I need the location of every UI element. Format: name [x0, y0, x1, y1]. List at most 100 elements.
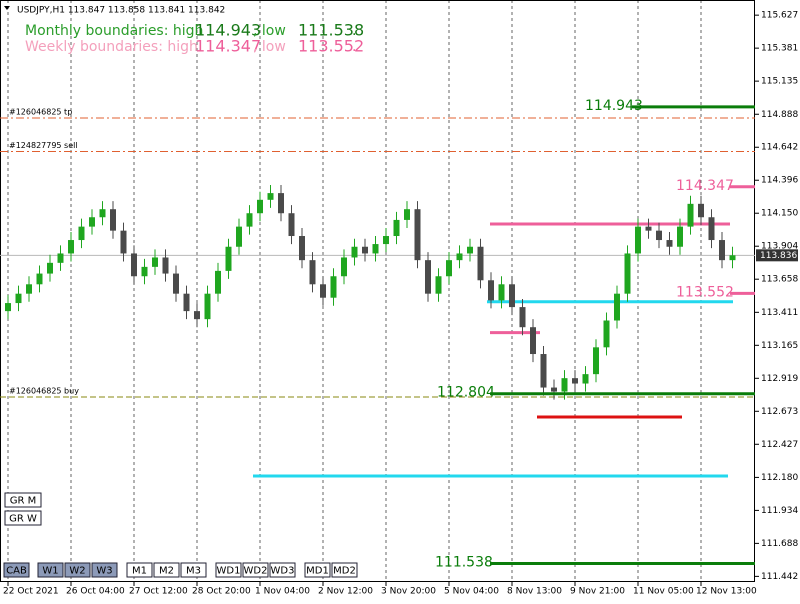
button[interactable]: W1: [37, 562, 64, 578]
candle-body: [425, 260, 431, 294]
candle-body: [551, 387, 557, 392]
candle-body: [372, 244, 379, 254]
candle-body: [509, 284, 515, 308]
boundary-label: 114.347: [676, 178, 734, 194]
candle-body: [351, 246, 358, 258]
candle-body: [141, 266, 148, 277]
candle-body: [194, 311, 200, 320]
candle-body: [267, 193, 274, 200]
button[interactable]: MD1: [304, 562, 331, 578]
button[interactable]: GR W: [4, 510, 42, 526]
boundary-label: 114.943: [585, 98, 643, 114]
candle-body: [36, 273, 43, 285]
candle-body: [257, 199, 263, 214]
candle-body: [687, 203, 694, 227]
header-high: 114.943: [195, 21, 261, 40]
y-tick-label: 114.888: [761, 110, 798, 120]
x-tick-label: 11 Nov 05:00: [633, 587, 694, 597]
header-label: Weekly boundaries: high: [25, 39, 198, 55]
x-tick-label: 3 Nov 20:00: [381, 587, 436, 597]
candle-body: [603, 320, 610, 348]
header-low: 113.552: [298, 37, 364, 56]
candle-body: [183, 293, 190, 312]
candle-body: [341, 257, 347, 277]
menu-arrow[interactable]: [4, 6, 10, 10]
button-label: M3: [186, 566, 201, 577]
y-tick-label: 111.688: [761, 539, 798, 549]
button[interactable]: W2: [64, 562, 91, 578]
button-bg: [304, 562, 331, 578]
candle-body: [393, 219, 400, 237]
button-bg: [215, 562, 242, 578]
y-tick-label: 111.442: [761, 572, 798, 582]
x-tick-label: 12 Nov 13:00: [696, 587, 757, 597]
candle-body: [656, 230, 662, 241]
y-tick-label: 113.165: [761, 341, 798, 351]
candle-body: [278, 193, 284, 214]
button-label: M1: [132, 566, 147, 577]
candle-body: [488, 280, 494, 301]
x-tick-label: 27 Oct 12:00: [129, 587, 188, 597]
button-label: GR W: [9, 514, 37, 525]
candle-body: [624, 253, 631, 294]
candle-body: [246, 213, 253, 227]
button-bg: [269, 562, 296, 578]
button[interactable]: CAB: [3, 562, 30, 578]
y-tick-label: 115.627: [761, 11, 798, 21]
candle-body: [614, 293, 620, 321]
button[interactable]: M2: [153, 562, 180, 578]
candle-body: [477, 246, 484, 281]
current-price-label: 113.836: [760, 251, 797, 261]
button-label: GR M: [10, 496, 37, 507]
candle-body: [68, 240, 74, 254]
candle-body: [446, 260, 452, 277]
button[interactable]: MD2: [331, 562, 358, 578]
candle-body: [5, 303, 11, 312]
candle-body: [26, 284, 32, 294]
x-tick-label: 5 Nov 04:00: [444, 587, 499, 597]
candle-body: [89, 217, 95, 227]
x-tick-label: 2 Nov 12:00: [318, 587, 373, 597]
boundary-label: 112.804: [437, 385, 495, 401]
candle-body: [666, 240, 673, 247]
button-label: WD1: [217, 566, 241, 577]
button[interactable]: GR M: [4, 492, 42, 508]
x-tick-label: 8 Nov 13:00: [507, 587, 562, 597]
button[interactable]: WD3: [269, 562, 296, 578]
header-end: .: [352, 23, 356, 39]
button[interactable]: M3: [180, 562, 207, 578]
candle-body: [99, 209, 106, 218]
button[interactable]: WD2: [242, 562, 269, 578]
button-label: W2: [69, 566, 85, 577]
button-bg: [242, 562, 269, 578]
x-tick-label: 28 Oct 20:00: [192, 587, 251, 597]
candle-body: [635, 226, 641, 254]
candle-body: [173, 273, 179, 294]
candle-body: [645, 226, 652, 231]
button[interactable]: W3: [91, 562, 118, 578]
button[interactable]: M1: [126, 562, 153, 578]
button-bg: [91, 562, 118, 578]
header-label: Monthly boundaries: high: [25, 23, 203, 39]
candle-body: [309, 260, 316, 285]
button-bg: [64, 562, 91, 578]
order-label: #126046825 buy: [9, 386, 79, 395]
candle-body: [540, 354, 547, 388]
y-tick-label: 112.919: [761, 374, 798, 384]
x-tick-label: 22 Oct 2021: [3, 587, 59, 597]
y-tick-label: 112.427: [761, 440, 798, 450]
candle-body: [498, 284, 505, 301]
button-label: MD1: [306, 566, 329, 577]
candle-body: [383, 236, 389, 245]
button-label: M2: [159, 566, 174, 577]
candle-body: [677, 226, 683, 247]
y-tick-label: 113.411: [761, 308, 798, 318]
candle-body: [215, 270, 221, 294]
candle-body: [698, 203, 704, 218]
header-low: 111.538: [298, 21, 364, 40]
order-label: #124827795 sell: [9, 141, 78, 150]
button-label: WD3: [271, 566, 295, 577]
button-bg: [153, 562, 180, 578]
button[interactable]: WD1: [215, 562, 242, 578]
